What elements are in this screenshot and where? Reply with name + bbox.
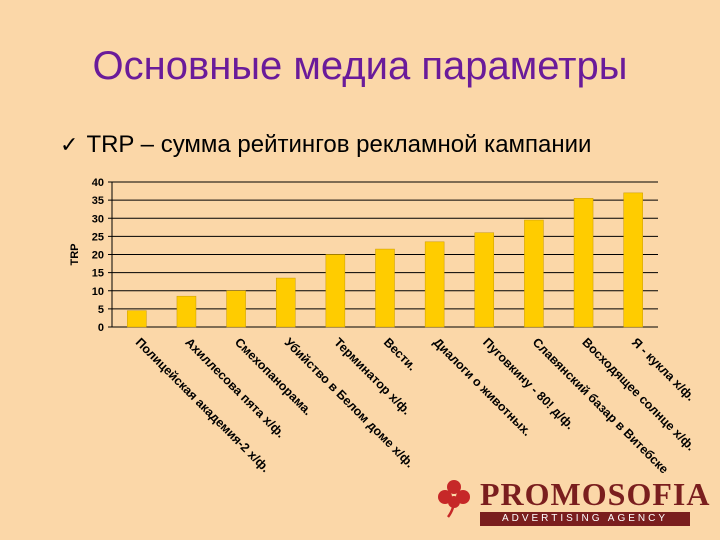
bar bbox=[176, 295, 197, 328]
y-axis-label: TRP bbox=[69, 244, 81, 266]
y-tick-label: 40 bbox=[92, 177, 104, 189]
slide-title: Основные медиа параметры bbox=[92, 44, 628, 88]
clover-icon bbox=[438, 480, 470, 518]
bar bbox=[275, 277, 296, 328]
bar bbox=[474, 232, 495, 328]
y-tick-label: 15 bbox=[92, 268, 104, 280]
y-tick-label: 5 bbox=[98, 304, 104, 316]
y-tick-label: 25 bbox=[92, 231, 104, 243]
bullet-text: TRP – сумма рейтингов рекламной кампании bbox=[86, 131, 592, 158]
bar bbox=[226, 290, 246, 328]
y-tick-label: 20 bbox=[92, 250, 104, 262]
bar bbox=[375, 248, 395, 328]
y-tick-label: 35 bbox=[92, 195, 104, 207]
logo-tagline: ADVERTISING AGENCY bbox=[480, 512, 690, 526]
promosofia-logo: PROMOSOFIA ADVERTISING AGENCY bbox=[436, 474, 709, 530]
bar bbox=[524, 219, 544, 328]
x-tick-label: Пуговкину - 80! д/ф. bbox=[480, 335, 577, 432]
x-tick-label: Ахиллесова пята х/ф. bbox=[182, 335, 287, 440]
y-tick-label: 0 bbox=[98, 322, 104, 334]
bar bbox=[623, 192, 643, 328]
bar bbox=[127, 310, 147, 328]
check-icon: ✓ bbox=[60, 132, 79, 158]
bar bbox=[325, 254, 346, 328]
bar bbox=[573, 198, 594, 328]
y-tick-label: 30 bbox=[92, 213, 104, 225]
x-tick-label: Диалоги о животных. bbox=[431, 335, 535, 439]
x-tick-label: Вести. bbox=[381, 335, 419, 373]
bar bbox=[424, 241, 445, 328]
logo-wordmark: PROMOSOFIA bbox=[480, 476, 711, 512]
y-tick-label: 10 bbox=[92, 286, 104, 298]
bullet-line: ✓ TRP – сумма рейтингов рекламной кампан… bbox=[60, 131, 591, 159]
